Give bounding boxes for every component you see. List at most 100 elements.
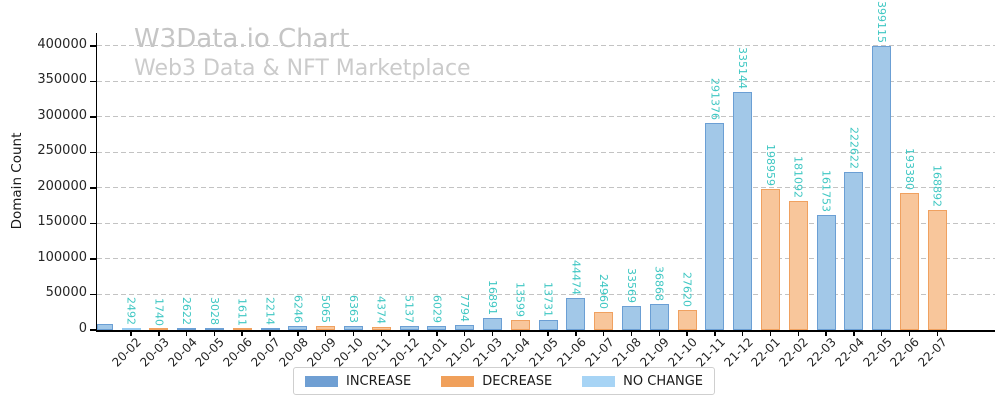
bar	[594, 312, 614, 330]
bar-value-label: 6363	[346, 294, 360, 323]
bar-value-label: 6246	[291, 294, 305, 323]
x-tick-mark	[491, 331, 494, 336]
bar-value-label: 36868	[652, 265, 666, 301]
bar-value-label: 13731	[541, 282, 555, 318]
chart-subtitle: Web3 Data & NFT Marketplace	[134, 56, 471, 81]
legend-label: INCREASE	[346, 373, 412, 389]
bar	[316, 326, 336, 330]
bar	[177, 328, 197, 330]
bar-value-label: 168892	[930, 165, 944, 207]
x-tick-mark	[936, 331, 938, 336]
x-tick-mark	[269, 331, 271, 336]
bar	[204, 327, 224, 330]
bar-value-label: 5137	[402, 295, 416, 324]
legend: INCREASE DECREASE NO CHANGE	[293, 367, 716, 395]
x-tick-mark	[130, 331, 132, 336]
legend-label: NO CHANGE	[623, 373, 704, 389]
x-tick-mark	[213, 331, 216, 336]
bar	[649, 303, 669, 330]
bar-value-label: 5065	[319, 295, 333, 324]
bar-value-label: 1740	[152, 297, 166, 326]
bar-value-label: 27620	[680, 272, 694, 308]
bar-value-label: 13599	[513, 282, 527, 318]
gridline	[97, 222, 995, 224]
bar	[872, 46, 892, 330]
increase-swatch-icon	[305, 375, 338, 387]
bar	[677, 310, 697, 330]
bar-value-label: 291376	[708, 78, 722, 120]
gridline	[97, 151, 995, 153]
bar	[760, 188, 780, 330]
no-change-swatch-icon	[582, 375, 616, 387]
x-tick-mark	[436, 331, 438, 336]
x-tick-mark	[241, 331, 243, 336]
legend-label: DECREASE	[482, 373, 553, 389]
bar-value-label: 33569	[624, 268, 638, 304]
y-tick-mark	[90, 222, 96, 225]
bar	[705, 123, 725, 330]
y-tick-label: 350000	[37, 72, 87, 88]
x-tick-mark	[519, 331, 521, 336]
bar	[232, 328, 252, 330]
y-tick-label: 400000	[37, 36, 87, 52]
gridline	[97, 80, 995, 82]
y-tick-label: 50000	[45, 285, 87, 301]
y-tick-label: 0	[78, 321, 87, 336]
y-tick-mark	[90, 329, 96, 331]
x-tick-mark	[158, 331, 160, 336]
bar	[621, 306, 641, 330]
x-tick-mark	[658, 331, 660, 336]
y-tick-mark	[90, 151, 96, 154]
bar-value-label: 4374	[374, 295, 388, 324]
bar	[566, 298, 586, 330]
y-tick-mark	[90, 187, 96, 189]
bar-value-label: 16891	[485, 280, 499, 315]
bar	[427, 325, 447, 330]
gridline	[97, 116, 995, 118]
bar	[288, 325, 308, 330]
bar-value-label: 2622	[180, 297, 194, 326]
y-tick-label: 200000	[37, 178, 87, 194]
bar	[260, 328, 280, 330]
y-tick-mark	[90, 45, 96, 47]
x-tick-mark	[408, 331, 410, 336]
x-tick-mark	[547, 331, 549, 336]
bar-value-label: 7794	[458, 293, 472, 322]
y-tick-label: 300000	[37, 107, 87, 123]
bar	[844, 171, 864, 330]
bar-value-label: 335144	[736, 46, 750, 89]
bar-value-label: 198959	[763, 143, 777, 186]
bar	[121, 328, 141, 330]
bar	[455, 324, 475, 330]
x-tick-mark	[602, 331, 605, 336]
clipped-bar	[97, 324, 113, 330]
y-tick-mark	[90, 258, 96, 260]
x-tick-mark	[324, 331, 327, 336]
bar-value-label: 222622	[847, 126, 861, 169]
x-tick-mark	[352, 331, 355, 336]
x-tick-mark	[880, 331, 883, 336]
bar-value-label: 399115	[875, 1, 889, 44]
y-tick-mark	[90, 80, 96, 83]
y-tick-mark	[90, 293, 96, 296]
bar	[899, 192, 919, 330]
y-tick-label: 150000	[37, 214, 87, 230]
x-tick-mark	[380, 331, 382, 336]
x-tick-mark	[297, 331, 299, 336]
bar-value-label: 2492	[124, 297, 138, 326]
x-tick-mark	[853, 331, 855, 336]
legend-item-no-change: NO CHANGE	[582, 374, 703, 389]
decrease-swatch-icon	[441, 375, 475, 387]
bar-value-label: 2214	[263, 297, 277, 326]
bar-value-label: 44474	[569, 260, 583, 296]
y-tick-label: 100000	[37, 249, 87, 265]
bar-value-label: 3028	[207, 296, 221, 325]
x-tick-mark	[741, 331, 744, 336]
legend-item-decrease: DECREASE	[441, 374, 552, 389]
bar	[733, 91, 753, 330]
bar-value-label: 181092	[791, 156, 805, 199]
gridline	[97, 187, 995, 189]
y-axis-spine	[95, 33, 98, 332]
bar	[788, 201, 808, 330]
